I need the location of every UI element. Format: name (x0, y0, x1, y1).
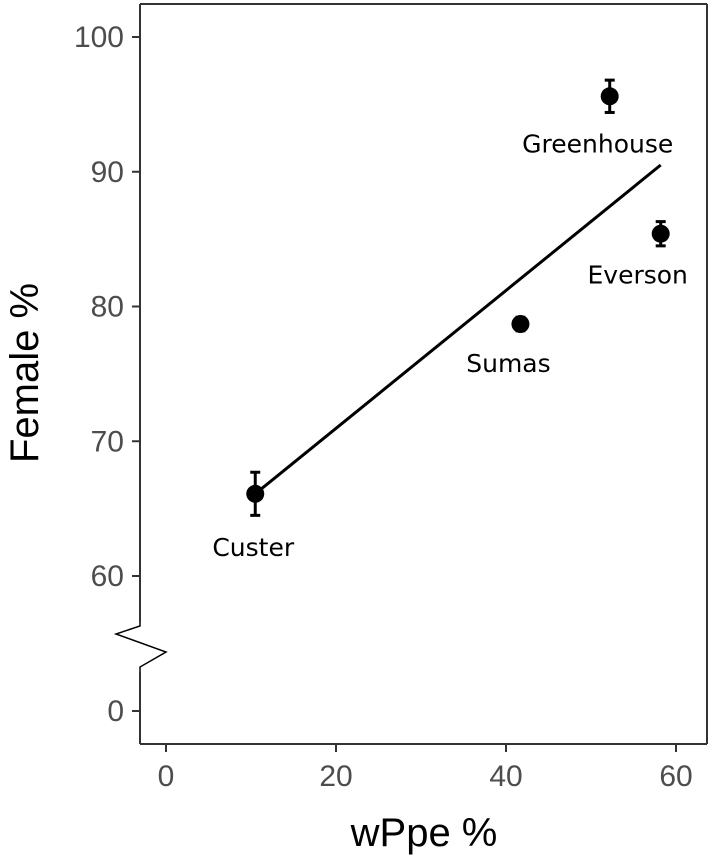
y-tick-label-70: 70 (91, 425, 124, 458)
y-tick-label-80: 80 (91, 291, 124, 324)
point-label-custer: Custer (212, 533, 295, 562)
plot-panel (113, 3, 708, 745)
x-tick-label-20: 20 (319, 760, 352, 793)
point-everson (651, 224, 670, 243)
x-tick-label-0: 0 (158, 760, 175, 793)
x-tick-label-60: 60 (659, 760, 692, 793)
y-axis-break (113, 622, 168, 672)
y-tick-label-90: 90 (91, 156, 124, 189)
axis-ticks: 0 60 70 80 90 100 0 20 40 60 (74, 21, 693, 793)
point-label-greenhouse: Greenhouse (522, 129, 673, 158)
y-tick-label-100: 100 (74, 21, 124, 54)
point-custer (246, 484, 265, 503)
point-greenhouse (600, 87, 619, 106)
y-tick-label-60: 60 (91, 560, 124, 593)
point-label-everson: Everson (587, 261, 687, 290)
point-label-sumas: Sumas (466, 349, 550, 378)
point-sumas (511, 315, 530, 334)
x-axis-title: wPpe % (350, 811, 498, 855)
y-axis-title: Female % (3, 283, 47, 463)
y-tick-label-0: 0 (107, 695, 124, 728)
x-tick-label-40: 40 (489, 760, 522, 793)
data-marks: Custer Sumas Greenhouse Everson (212, 78, 688, 562)
fit-line (254, 163, 662, 495)
